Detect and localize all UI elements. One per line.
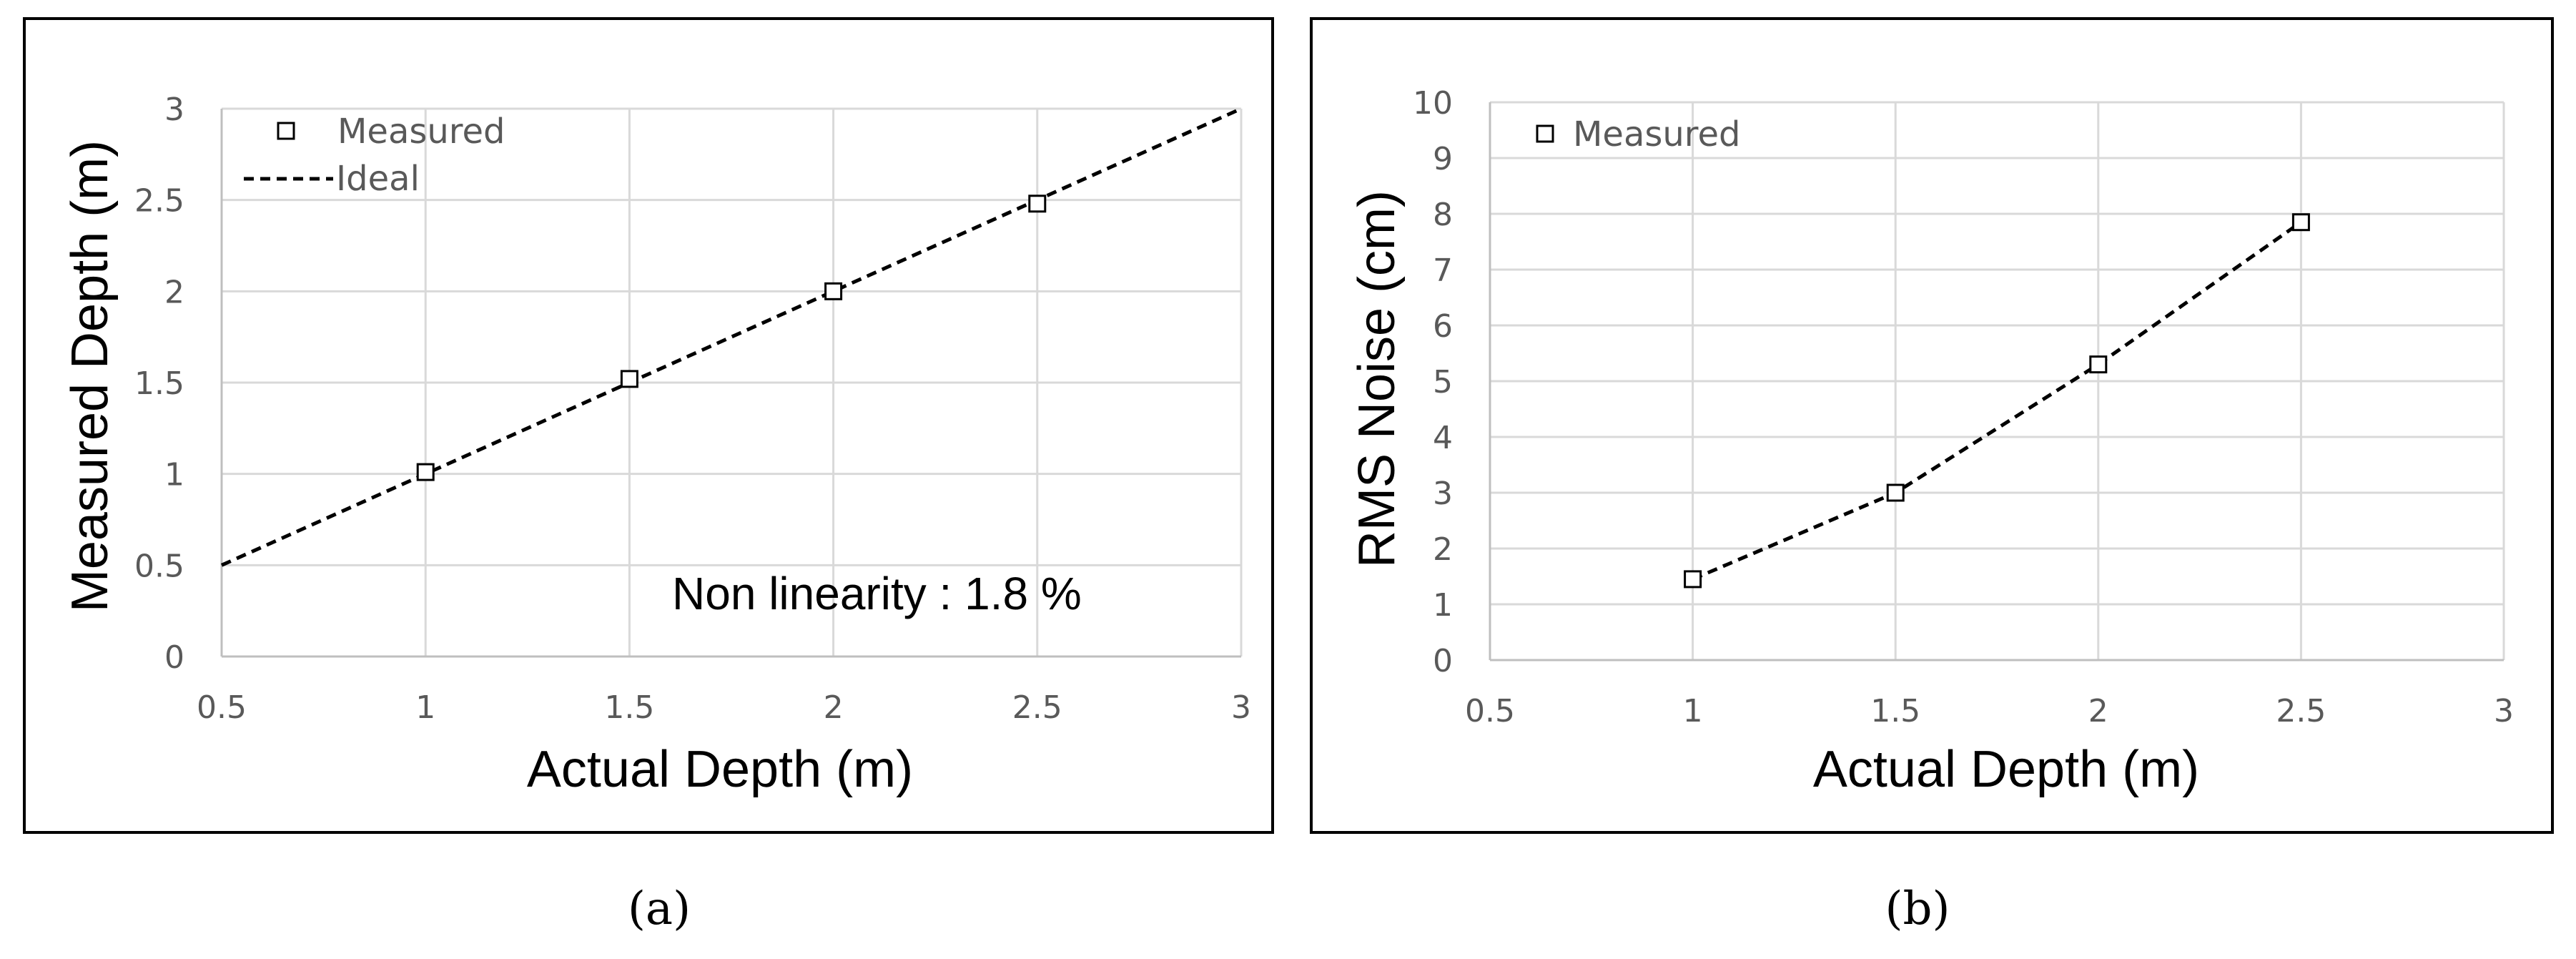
chart-b-x-tick-label: 1.5	[1870, 693, 1920, 729]
chart-b-x-tick-label: 2	[2088, 693, 2108, 729]
chart-b-frame	[1310, 17, 2554, 834]
chart-b-measured-point	[2291, 213, 2310, 232]
chart-a-x-tick-label: 1	[415, 689, 435, 726]
chart-b-y-tick-label: 0	[1433, 643, 1453, 679]
chart-a: 0.5 1 1.5 2 2.5 3 0 0.5 1 1.5 2 2.5 3 Actual Depth (…	[23, 17, 1274, 834]
chart-a-legend-marker-measured	[277, 122, 295, 140]
chart-a-x-tick-label: 0.5	[197, 689, 247, 726]
chart-a-legend-label-measured: Measured	[337, 112, 505, 152]
chart-a-y-tick-label: 2.5	[134, 183, 184, 220]
chart-b-y-tick-label: 2	[1433, 531, 1453, 568]
chart-b-x-tick-label: 1	[1683, 693, 1703, 729]
chart-b-y-tick-label: 1	[1433, 587, 1453, 624]
chart-b-y-tick-label: 10	[1413, 85, 1453, 122]
chart-b-x-axis-title: Actual Depth (m)	[1813, 741, 2199, 798]
chart-a-x-tick-label: 3	[1231, 689, 1251, 726]
chart-a-y-axis-title: Measured Depth (m)	[61, 140, 119, 612]
chart-a-legend: Measured Ideal	[244, 112, 505, 199]
chart-b-y-tick-label: 3	[1433, 476, 1453, 512]
chart-b-x-tick-label: 3	[2494, 693, 2514, 729]
chart-a-y-tick-label: 2	[164, 274, 184, 310]
chart-a-x-tick-label: 1.5	[604, 689, 654, 726]
chart-a-y-tick-label: 1	[164, 457, 184, 493]
chart-a-x-tick-label: 2	[824, 689, 844, 726]
chart-b-x-tick-label: 2.5	[2276, 693, 2326, 729]
chart-b-measured-line	[1692, 220, 2302, 581]
chart-b-y-tick-label: 5	[1433, 364, 1453, 400]
chart-b: 0.5 1 1.5 2 2.5 3 0 1 2 3 4 5 6 7 8 9 10 Actual Depth (m…	[1310, 17, 2554, 834]
chart-b-y-tick-label: 6	[1433, 308, 1453, 345]
chart-b-measured-point	[2089, 355, 2108, 374]
chart-a-measured-point	[824, 282, 843, 300]
chart-a-measured-point	[1028, 195, 1047, 213]
chart-b-legend: Measured	[1536, 114, 1740, 154]
chart-b-y-tick-label: 9	[1433, 141, 1453, 177]
chart-a-y-tick-label: 0.5	[134, 548, 184, 584]
chart-a-y-tick-label: 1.5	[134, 365, 184, 402]
chart-b-y-tick-label: 8	[1433, 197, 1453, 233]
chart-a-measured-point	[416, 463, 435, 481]
chart-a-x-tick-label: 2.5	[1012, 689, 1062, 726]
chart-a-y-tick-label: 0	[164, 639, 184, 676]
chart-a-legend-label-ideal: Ideal	[336, 159, 420, 199]
chart-b-measured-point	[1684, 570, 1702, 589]
chart-b-legend-marker-measured	[1536, 124, 1554, 143]
chart-a-nonlinearity-annotation: Non linearity : 1.8 %	[672, 568, 1082, 619]
caption-a: (a)	[628, 882, 691, 935]
chart-b-y-tick-label: 7	[1433, 252, 1453, 289]
chart-a-ideal-line	[220, 107, 1243, 567]
chart-b-legend-label-measured: Measured	[1573, 114, 1740, 154]
chart-b-measured-point	[1886, 483, 1905, 502]
chart-b-y-axis-title: RMS Noise (cm)	[1348, 190, 1406, 568]
chart-b-y-tick-label: 4	[1433, 420, 1453, 456]
chart-b-x-tick-label: 0.5	[1465, 693, 1515, 729]
chart-a-y-tick-label: 3	[164, 92, 184, 128]
chart-a-x-axis-title: Actual Depth (m)	[527, 741, 913, 798]
chart-a-frame	[23, 17, 1274, 834]
caption-b: (b)	[1885, 882, 1950, 935]
chart-a-measured-point	[620, 370, 638, 388]
